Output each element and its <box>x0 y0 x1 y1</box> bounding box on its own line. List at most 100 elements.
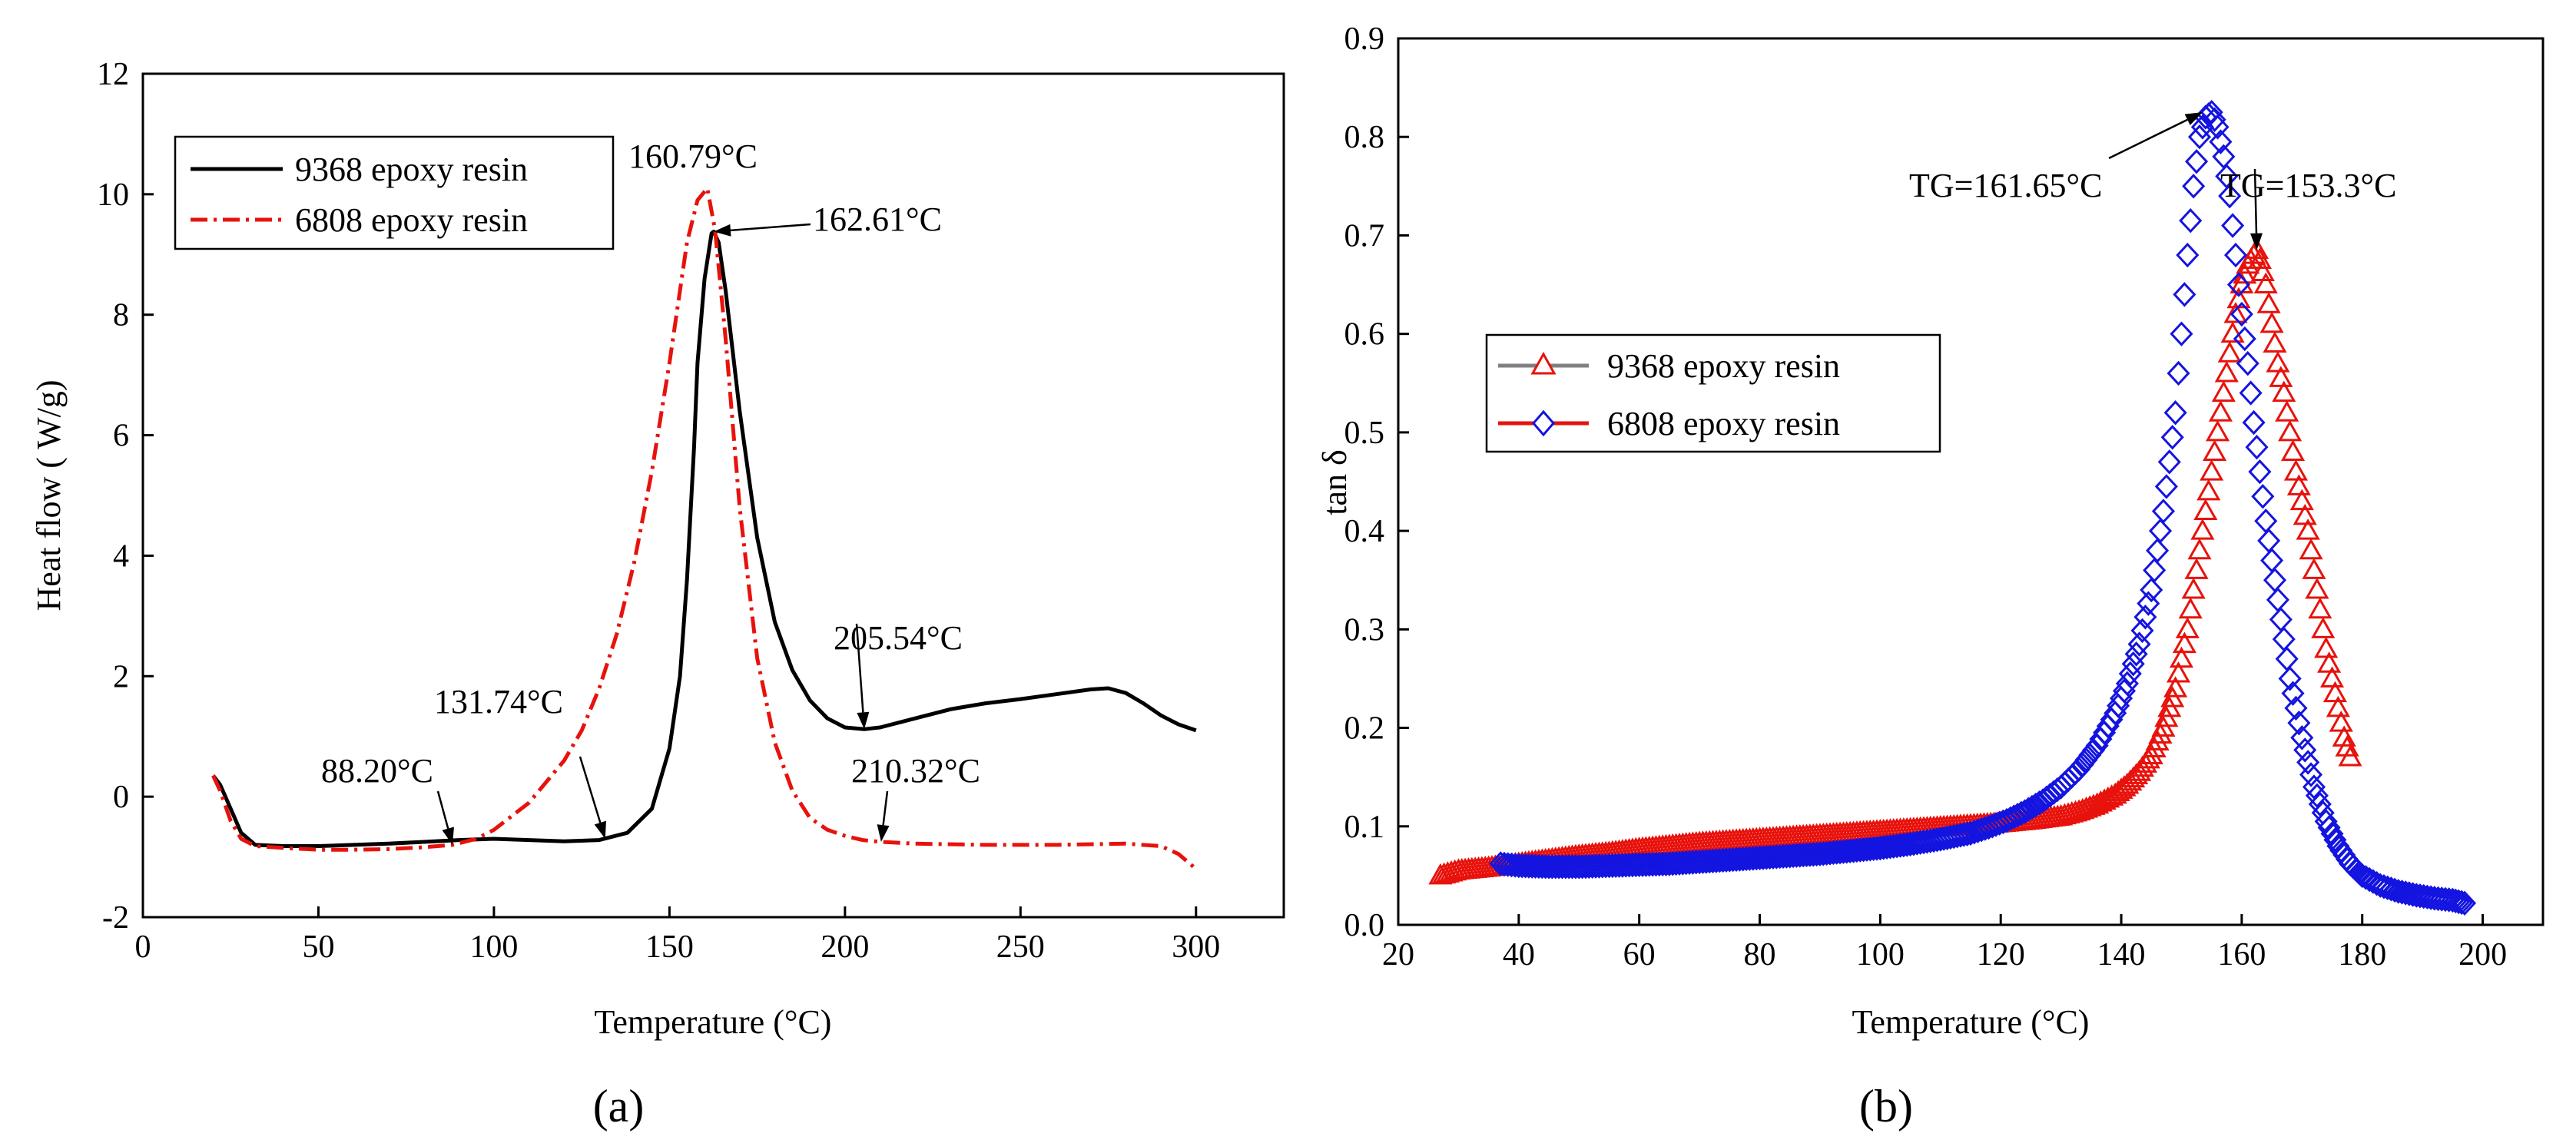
data-point-triangle <box>2175 617 2200 638</box>
arrow-131-74-c-head <box>594 820 606 840</box>
data-point-diamond <box>2163 400 2187 426</box>
panel-a-ytick-label: -2 <box>102 900 129 936</box>
data-point-triangle <box>2335 735 2359 757</box>
data-point-diamond <box>2350 863 2374 889</box>
data-point-triangle <box>2272 380 2296 403</box>
panel-a-ytick-label: 2 <box>113 659 129 694</box>
data-point-diamond <box>2006 802 2030 828</box>
panel-b-tan-delta-chart: 20 40 60 80 100 120 140 160 180 200 0.0 0.1 0.2 0.3 0.… <box>1316 22 2545 1041</box>
data-point-triangle <box>2326 695 2350 717</box>
data-point-diamond <box>2287 710 2311 736</box>
data-point-triangle <box>2178 597 2203 619</box>
data-point-diamond <box>2278 666 2302 691</box>
series-6808-epoxy-resin-diamond-markers <box>1489 99 2477 916</box>
data-point-diamond <box>2230 301 2253 327</box>
data-point-triangle <box>2319 666 2345 687</box>
panel-b-ytick-label: 0.2 <box>1344 711 1385 747</box>
panel-a-ytick-label: 6 <box>113 419 129 454</box>
series-line-6808-epoxy-resin <box>211 186 1198 871</box>
panel-b-xtick-label: 100 <box>1856 937 1905 972</box>
data-point-diamond <box>2146 538 2170 563</box>
legend-label-9368-dsc: 9368 epoxy resin <box>295 151 528 188</box>
panel-b-legend-box <box>1485 333 1941 453</box>
data-point-triangle <box>2302 558 2326 579</box>
data-point-diamond <box>2239 380 2263 406</box>
data-point-diamond <box>2242 409 2266 436</box>
data-point-diamond <box>2437 887 2461 913</box>
panel-b-ytick-label: 0.6 <box>1344 317 1385 353</box>
arrow-tg-161-65-c-shaft <box>2108 118 2188 160</box>
data-point-triangle <box>2220 321 2245 343</box>
panel-b-xtick-label: 180 <box>2338 937 2386 972</box>
data-point-diamond <box>2317 815 2341 840</box>
legend-label-6808-dsc: 6808 epoxy resin <box>295 201 528 239</box>
data-point-diamond <box>1952 822 1976 847</box>
arrow-88-20-c-head <box>442 827 454 845</box>
data-point-triangle <box>2308 597 2332 619</box>
annotation-88-20: 88.20°C <box>321 752 433 790</box>
data-point-triangle <box>2203 439 2227 462</box>
caption-b: (b) <box>1859 1081 1913 1131</box>
data-point-triangle <box>2296 518 2320 540</box>
data-point-diamond <box>2272 626 2296 652</box>
data-point-diamond <box>2203 107 2226 132</box>
panel-b-ytick-label: 0.0 <box>1344 908 1385 943</box>
data-point-triangle <box>2259 311 2284 333</box>
panel-b-ytick-label: 0.5 <box>1344 416 1385 451</box>
data-point-diamond <box>2185 149 2209 174</box>
panel-b-xtick-label: 120 <box>1977 937 2025 972</box>
data-point-triangle <box>2275 400 2299 422</box>
data-point-diamond <box>2221 213 2245 238</box>
data-point-diamond <box>2154 474 2178 499</box>
data-point-diamond <box>2296 750 2320 775</box>
data-point-triangle <box>2200 459 2224 481</box>
data-point-diamond <box>2218 183 2242 209</box>
panel-a-annotation-arrows <box>436 223 890 845</box>
data-point-diamond <box>2323 827 2347 853</box>
panel-b-xtick-label: 200 <box>2458 937 2507 972</box>
panel-b-ytick-label: 0.9 <box>1344 22 1385 57</box>
data-point-diamond <box>2308 791 2332 817</box>
panel-b-ytick-label: 0.7 <box>1344 218 1385 253</box>
data-point-diamond <box>2433 886 2458 913</box>
panel-a-plot-area <box>211 186 1198 871</box>
data-point-diamond <box>2060 764 2084 789</box>
data-point-triangle <box>2253 272 2278 294</box>
legend-diamond-marker <box>1532 409 1555 437</box>
data-point-triangle <box>2332 725 2356 747</box>
data-point-diamond <box>2305 783 2329 808</box>
data-point-diamond <box>2024 792 2047 818</box>
data-point-triangle <box>2322 681 2348 703</box>
data-point-diamond <box>2251 484 2275 509</box>
data-point-diamond <box>2226 272 2251 297</box>
data-point-triangle <box>2338 744 2362 767</box>
data-point-diamond <box>2020 794 2044 820</box>
panel-b-xtick-label: 40 <box>1503 937 1535 972</box>
panel-a-ylabel: Heat flow ( W/g) <box>30 380 68 611</box>
data-point-diamond <box>2450 890 2474 916</box>
data-point-triangle <box>2172 631 2196 654</box>
panel-a-xtick-label: 50 <box>302 929 334 965</box>
data-point-diamond <box>2245 434 2269 460</box>
data-point-diamond <box>2121 651 2145 677</box>
data-point-triangle <box>2283 459 2309 481</box>
data-point-diamond <box>2013 799 2037 824</box>
data-point-triangle <box>2299 538 2323 560</box>
arrow-tg-153-3-c-shaft <box>2253 168 2258 234</box>
data-point-diamond <box>2302 774 2326 800</box>
annotation-205-54: 205.54°C <box>834 619 963 657</box>
legend-label-6808-tan: 6808 epoxy resin <box>1607 405 1840 442</box>
panel-b-ytick-label: 0.3 <box>1344 612 1385 648</box>
data-point-triangle <box>2166 661 2191 683</box>
data-point-diamond <box>2354 865 2378 890</box>
data-point-diamond <box>1955 821 1979 846</box>
data-point-triangle <box>2278 419 2302 442</box>
panel-a-annotations: 160.79°C 162.61°C 205.54°C 131.74°C 88.2… <box>321 137 980 790</box>
data-point-triangle <box>2187 538 2212 560</box>
data-point-diamond <box>2284 695 2308 721</box>
arrow-210-32-c-head <box>877 824 890 842</box>
data-point-diamond <box>2160 425 2184 450</box>
panel-a-ytick-label: 8 <box>113 298 129 333</box>
data-point-diamond <box>2182 174 2206 199</box>
